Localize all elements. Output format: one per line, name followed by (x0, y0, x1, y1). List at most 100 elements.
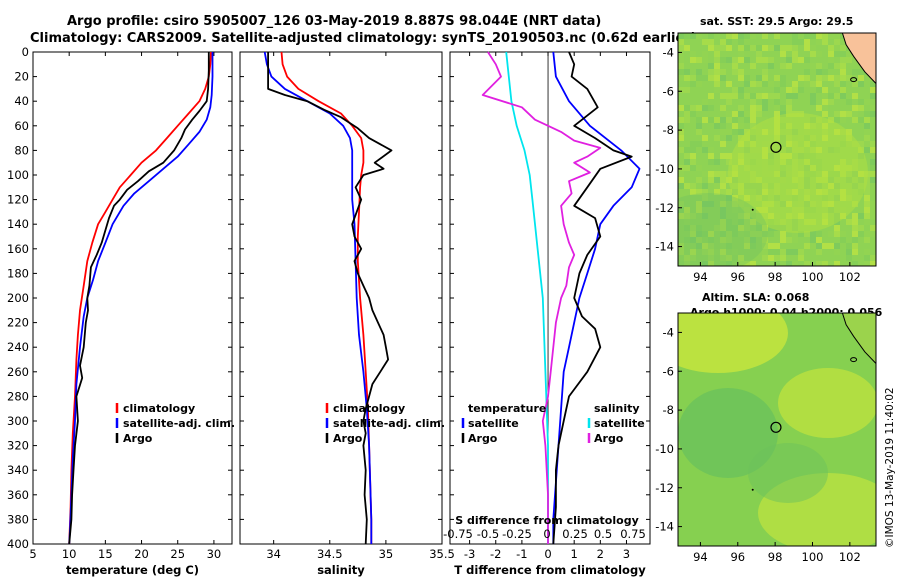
sst-pixel (684, 261, 690, 266)
sst-pixel (792, 51, 798, 57)
sst-pixel (768, 159, 774, 165)
sst-pixel (738, 75, 744, 81)
sst-pixel (828, 57, 834, 63)
sst-pixel (816, 69, 822, 75)
sst-pixel (678, 45, 684, 51)
sst-pixel (678, 69, 684, 75)
sst-pixel (750, 231, 756, 237)
sst-pixel (822, 75, 828, 81)
sst-pixel (744, 81, 750, 87)
x-tick-label: 30 (207, 547, 222, 561)
sst-pixel (684, 105, 690, 111)
sst-pixel (690, 255, 696, 261)
map-field (678, 313, 876, 546)
sst-pixel (768, 183, 774, 189)
sst-pixel (840, 237, 846, 243)
x-tick-label: 20 (134, 547, 149, 561)
sst-pixel (816, 39, 822, 45)
sst-pixel (732, 117, 738, 123)
sst-pixel (678, 105, 684, 111)
sst-pixel (804, 231, 810, 237)
sst-pixel (714, 159, 720, 165)
sst-pixel (798, 201, 804, 207)
sst-pixel (750, 99, 756, 105)
sst-pixel (720, 177, 726, 183)
y-tick-label: 380 (7, 512, 29, 526)
y-tick-label: -12 (655, 481, 674, 495)
x-tick-label: 94 (693, 550, 708, 564)
sst-pixel (768, 129, 774, 135)
sst-pixel (720, 255, 726, 261)
sst-pixel (864, 261, 870, 266)
sst-pixel (816, 63, 822, 69)
sst-pixel (780, 63, 786, 69)
y-tick-label: -4 (663, 325, 674, 339)
sst-pixel (834, 33, 840, 39)
sst-pixel (792, 159, 798, 165)
sst-pixel (732, 69, 738, 75)
sst-pixel (810, 171, 816, 177)
sst-pixel (732, 177, 738, 183)
sst-pixel (810, 51, 816, 57)
sst-pixel (696, 231, 702, 237)
sst-pixel (690, 153, 696, 159)
sst-pixel (786, 171, 792, 177)
sst-pixel (774, 105, 780, 111)
sst-pixel (738, 93, 744, 99)
sst-pixel (858, 171, 864, 177)
sst-pixel (708, 231, 714, 237)
sst-pixel (864, 255, 870, 261)
sst-pixel (804, 81, 810, 87)
legend-label: satellite-adj. clim. (333, 417, 445, 430)
sst-pixel (804, 195, 810, 201)
y-tick-label: 180 (7, 266, 29, 280)
sst-pixel (762, 75, 768, 81)
sst-pixel (870, 147, 876, 153)
sst-pixel (816, 231, 822, 237)
sst-pixel (840, 51, 846, 57)
sst-pixel (780, 225, 786, 231)
sst-pixel (786, 129, 792, 135)
series-line-argo (68, 52, 210, 545)
legend-label: Argo (333, 432, 363, 445)
sst-pixel (822, 33, 828, 39)
sst-pixel (714, 45, 720, 51)
sst-pixel (744, 135, 750, 141)
sst-pixel (864, 147, 870, 153)
sst-pixel (708, 201, 714, 207)
sst-pixel (720, 39, 726, 45)
sst-pixel (858, 69, 864, 75)
sst-pixel (708, 69, 714, 75)
sst-pixel (852, 261, 858, 266)
sst-pixel (768, 219, 774, 225)
sst-pixel (756, 75, 762, 81)
series-line-climatology (68, 51, 212, 545)
sst-pixel (762, 45, 768, 51)
x-tick-label: 10 (62, 547, 77, 561)
sst-pixel (804, 39, 810, 45)
sst-pixel (774, 45, 780, 51)
sst-pixel (786, 135, 792, 141)
sst-pixel (798, 249, 804, 255)
sst-pixel (726, 129, 732, 135)
x-tick-label: 3 (623, 547, 630, 561)
sst-pixel (810, 93, 816, 99)
sst-pixel (702, 99, 708, 105)
sst-pixel (816, 33, 822, 39)
sst-pixel (780, 237, 786, 243)
sst-pixel (720, 93, 726, 99)
sst-pixel (726, 219, 732, 225)
sst-pixel (852, 237, 858, 243)
sst-pixel (762, 153, 768, 159)
sst-pixel (870, 231, 876, 237)
sst-pixel (768, 249, 774, 255)
legend-label: climatology (333, 402, 405, 415)
sst-pixel (726, 159, 732, 165)
sst-pixel (804, 153, 810, 159)
sst-pixel (732, 165, 738, 171)
sst-pixel (774, 123, 780, 129)
sst-pixel (792, 249, 798, 255)
sst-pixel (864, 111, 870, 117)
sst-pixel (828, 63, 834, 69)
sst-pixel (840, 159, 846, 165)
